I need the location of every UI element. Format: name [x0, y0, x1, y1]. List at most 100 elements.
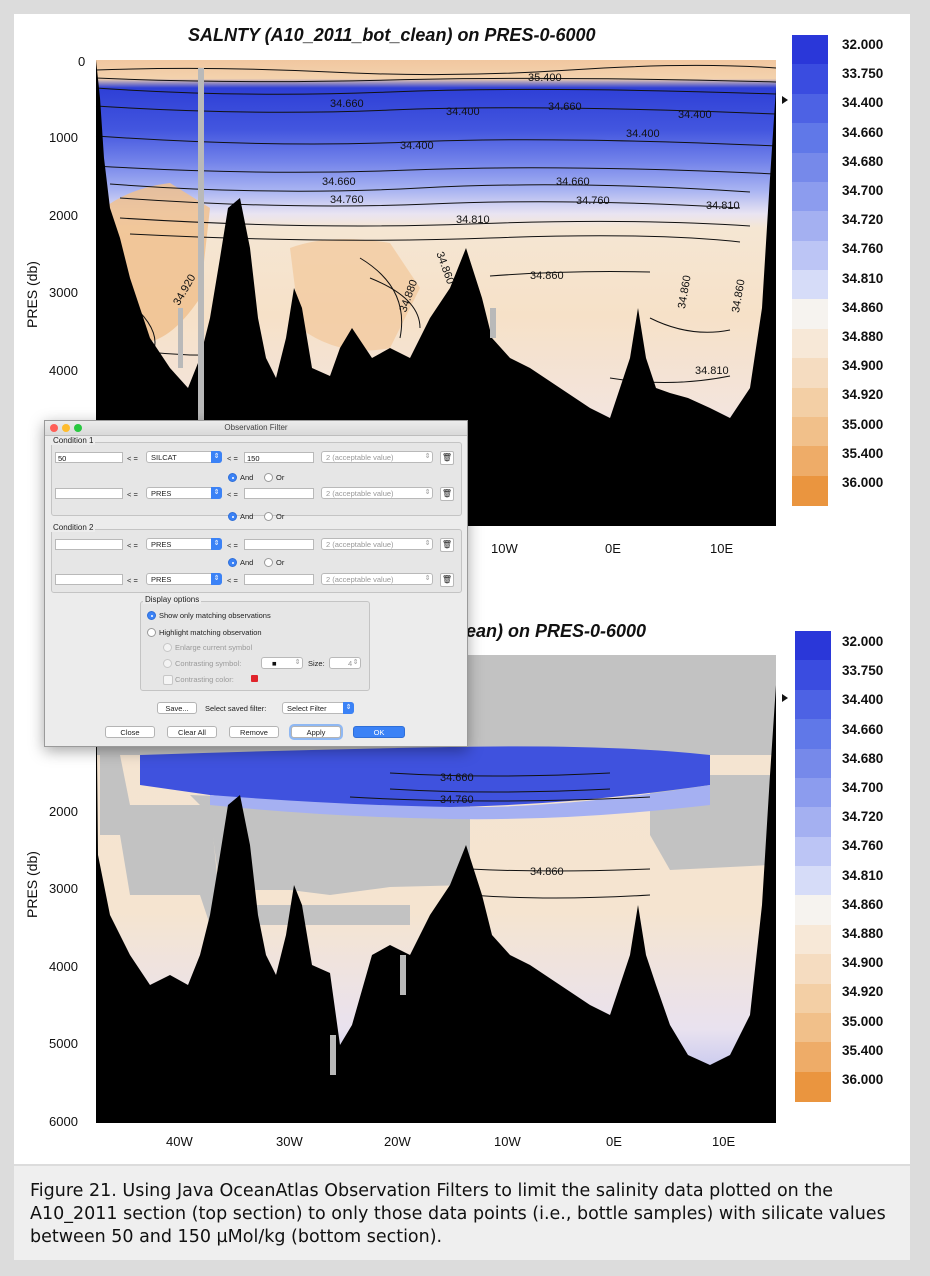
show-only-radio[interactable]: [147, 611, 156, 620]
condition1-row2-max-field[interactable]: [244, 488, 314, 499]
colorbar-label: 34.680: [842, 750, 884, 766]
condition2-row2-max-field[interactable]: [244, 574, 314, 585]
colorbar-swatch: [792, 270, 828, 300]
condition2-row2-quality-select[interactable]: 2 (acceptable value) ⇕: [321, 573, 433, 585]
between-and-radio[interactable]: [228, 512, 237, 521]
contour-label: 34.660: [548, 101, 582, 113]
colorbar-swatch: [795, 807, 831, 838]
apply-button[interactable]: Apply: [291, 726, 341, 738]
contrasting-symbol-radio[interactable]: [163, 659, 172, 668]
colorbar-swatch: [795, 954, 831, 984]
top-xtick: 10E: [710, 541, 734, 556]
caption-text: Figure 21. Using Java OceanAtlas Observa…: [30, 1181, 886, 1247]
condition1-row1-max-field[interactable]: 150: [244, 452, 314, 463]
delete-row-button[interactable]: 🗑: [440, 487, 454, 501]
condition2-row1-min-field[interactable]: [55, 539, 123, 550]
quality-value: 2 (acceptable value): [326, 453, 394, 462]
contour-label: 34.810: [456, 214, 490, 226]
colorbar-label: 34.700: [842, 183, 884, 198]
bottom-colorbar: [795, 631, 831, 1102]
colorbar-swatch: [795, 1012, 831, 1043]
colorbar-swatch: [795, 866, 831, 896]
quality-value: 2 (acceptable value): [326, 489, 394, 498]
enlarge-radio[interactable]: [163, 643, 172, 652]
colorbar-label: 32.000: [842, 37, 884, 52]
colorbar-swatch: [792, 123, 828, 153]
colorbar-swatch: [792, 211, 828, 242]
condition2-row1-max-field[interactable]: [244, 539, 314, 550]
chevron-updown-icon: ⇕: [211, 573, 222, 585]
chevron-updown-icon: ⇕: [343, 702, 354, 714]
figure-caption: Figure 21. Using Java OceanAtlas Observa…: [14, 1166, 910, 1260]
colorbar-swatch: [792, 299, 828, 330]
minimize-window-button[interactable]: [62, 424, 70, 432]
zoom-window-button[interactable]: [74, 424, 82, 432]
condition1-and-radio[interactable]: [228, 473, 237, 482]
dialog-title: Observation Filter: [224, 423, 288, 432]
condition1-row2-variable-select[interactable]: PRES ⇕: [146, 487, 222, 499]
colorbar-swatch: [795, 895, 831, 926]
condition2-or-label: Or: [276, 558, 285, 567]
close-window-button[interactable]: [50, 424, 58, 432]
observation-filter-dialog: Observation Filter Condition 1 50 < = SI…: [44, 420, 468, 747]
size-stepper[interactable]: 4 ⇕: [329, 657, 361, 669]
save-filter-button[interactable]: Save...: [157, 702, 197, 714]
condition2-and-radio[interactable]: [228, 558, 237, 567]
highlight-radio[interactable]: [147, 628, 156, 637]
condition1-row1-quality-select[interactable]: 2 (acceptable value) ⇕: [321, 451, 433, 463]
selected-variable: PRES: [151, 489, 172, 498]
ok-button[interactable]: OK: [353, 726, 405, 738]
condition2-row1-variable-select[interactable]: PRES ⇕: [146, 538, 222, 550]
colorbar-swatch: [795, 1042, 831, 1073]
contour-label: 34.860: [530, 270, 564, 282]
condition1-row2-min-field[interactable]: [55, 488, 123, 499]
colorbar-label: 32.000: [842, 634, 884, 649]
colorbar-swatch: [792, 358, 828, 388]
delete-row-button[interactable]: 🗑: [440, 573, 454, 587]
bottom-xtick: 10W: [494, 1134, 521, 1149]
chevron-updown-icon: ⇕: [424, 540, 431, 547]
colorbar-label: 34.400: [842, 692, 884, 708]
bottom-xtick: 10E: [712, 1134, 736, 1149]
condition2-row2-min-field[interactable]: [55, 574, 123, 585]
saved-filter-select[interactable]: Select Filter ⇕: [282, 702, 354, 714]
color-swatch-icon[interactable]: [251, 675, 258, 682]
condition1-row2-op2: < =: [227, 490, 238, 499]
condition1-row1-variable-select[interactable]: SILCAT ⇕: [146, 451, 222, 463]
colorbar-swatch: [795, 660, 831, 691]
dialog-titlebar[interactable]: Observation Filter: [45, 421, 467, 436]
size-value: 4: [348, 659, 353, 668]
condition1-row1-min-field[interactable]: 50: [55, 452, 123, 463]
condition1-row1-op1: < =: [127, 454, 138, 463]
colorbar-label: 35.000: [842, 416, 884, 432]
delete-row-button[interactable]: 🗑: [440, 451, 454, 465]
clear-all-button[interactable]: Clear All: [167, 726, 217, 738]
delete-row-button[interactable]: 🗑: [440, 538, 454, 552]
colorbar-swatch: [795, 719, 831, 749]
contrasting-color-checkbox[interactable]: [163, 675, 173, 685]
colorbar-swatch: [795, 1071, 831, 1102]
condition1-row2-quality-select[interactable]: 2 (acceptable value) ⇕: [321, 487, 433, 499]
top-colorbar: [792, 35, 828, 506]
symbol-select[interactable]: ■ ⇕: [261, 657, 303, 669]
close-button[interactable]: Close: [105, 726, 155, 738]
colorbar-label: 34.720: [842, 212, 884, 228]
chevron-updown-icon: ⇕: [211, 487, 222, 499]
condition1-or-radio[interactable]: [264, 473, 273, 482]
condition2-or-radio[interactable]: [264, 558, 273, 567]
bottom-ytick: 2000: [49, 804, 78, 819]
top-ytick: 2000: [49, 208, 78, 223]
condition2-row2-variable-select[interactable]: PRES ⇕: [146, 573, 222, 585]
chevron-updown-icon: ⇕: [211, 538, 222, 550]
colorbar-swatch: [792, 416, 828, 447]
colorbar-label: 34.880: [842, 926, 884, 941]
condition2-row1-quality-select[interactable]: 2 (acceptable value) ⇕: [321, 538, 433, 550]
contour-label: 34.810: [706, 200, 740, 212]
condition2-row1-op2: < =: [227, 541, 238, 550]
remove-button[interactable]: Remove: [229, 726, 279, 738]
top-ytick: 3000: [49, 285, 78, 300]
colorbar-label: 36.000: [842, 1072, 884, 1087]
between-or-radio[interactable]: [264, 512, 273, 521]
colorbar-label: 34.810: [842, 867, 884, 883]
colorbar-swatch: [792, 152, 828, 183]
